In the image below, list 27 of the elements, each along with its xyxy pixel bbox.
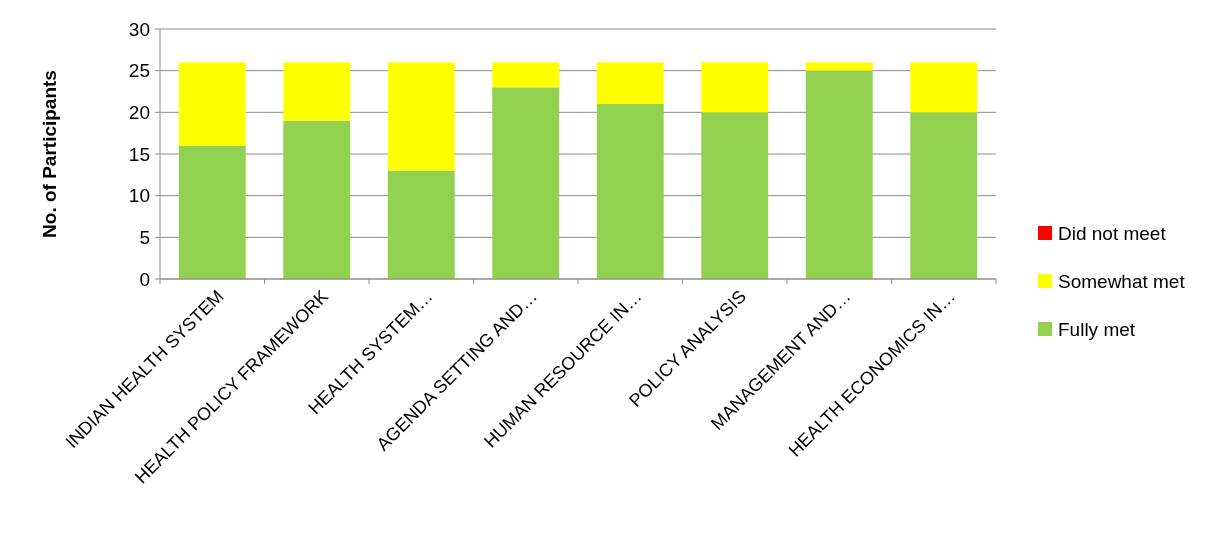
- legend-label: Did not meet: [1058, 222, 1167, 244]
- bar: [805, 62, 873, 71]
- bar: [910, 112, 978, 279]
- y-tick-label: 25: [128, 60, 150, 82]
- y-tick-label: 20: [128, 101, 150, 123]
- bar: [283, 62, 351, 121]
- bar: [492, 62, 560, 88]
- y-tick-label: 15: [128, 143, 150, 165]
- y-axis-title: No. of Participants: [39, 70, 60, 238]
- y-tick-label: 0: [139, 268, 150, 290]
- bar: [178, 62, 246, 146]
- bar: [178, 145, 246, 279]
- legend-label: Somewhat met: [1058, 270, 1186, 292]
- bar: [283, 120, 351, 279]
- bar: [387, 62, 455, 171]
- bar: [701, 62, 769, 113]
- y-tick-label: 30: [128, 18, 150, 40]
- bar: [387, 170, 455, 279]
- bar: [910, 62, 978, 113]
- bar: [492, 87, 560, 279]
- y-tick-label: 5: [139, 226, 150, 248]
- bar: [596, 62, 664, 104]
- bar: [701, 112, 769, 279]
- bar: [596, 104, 664, 279]
- y-tick-label: 10: [128, 185, 150, 207]
- legend-label: Fully met: [1058, 318, 1136, 340]
- bar: [805, 70, 873, 279]
